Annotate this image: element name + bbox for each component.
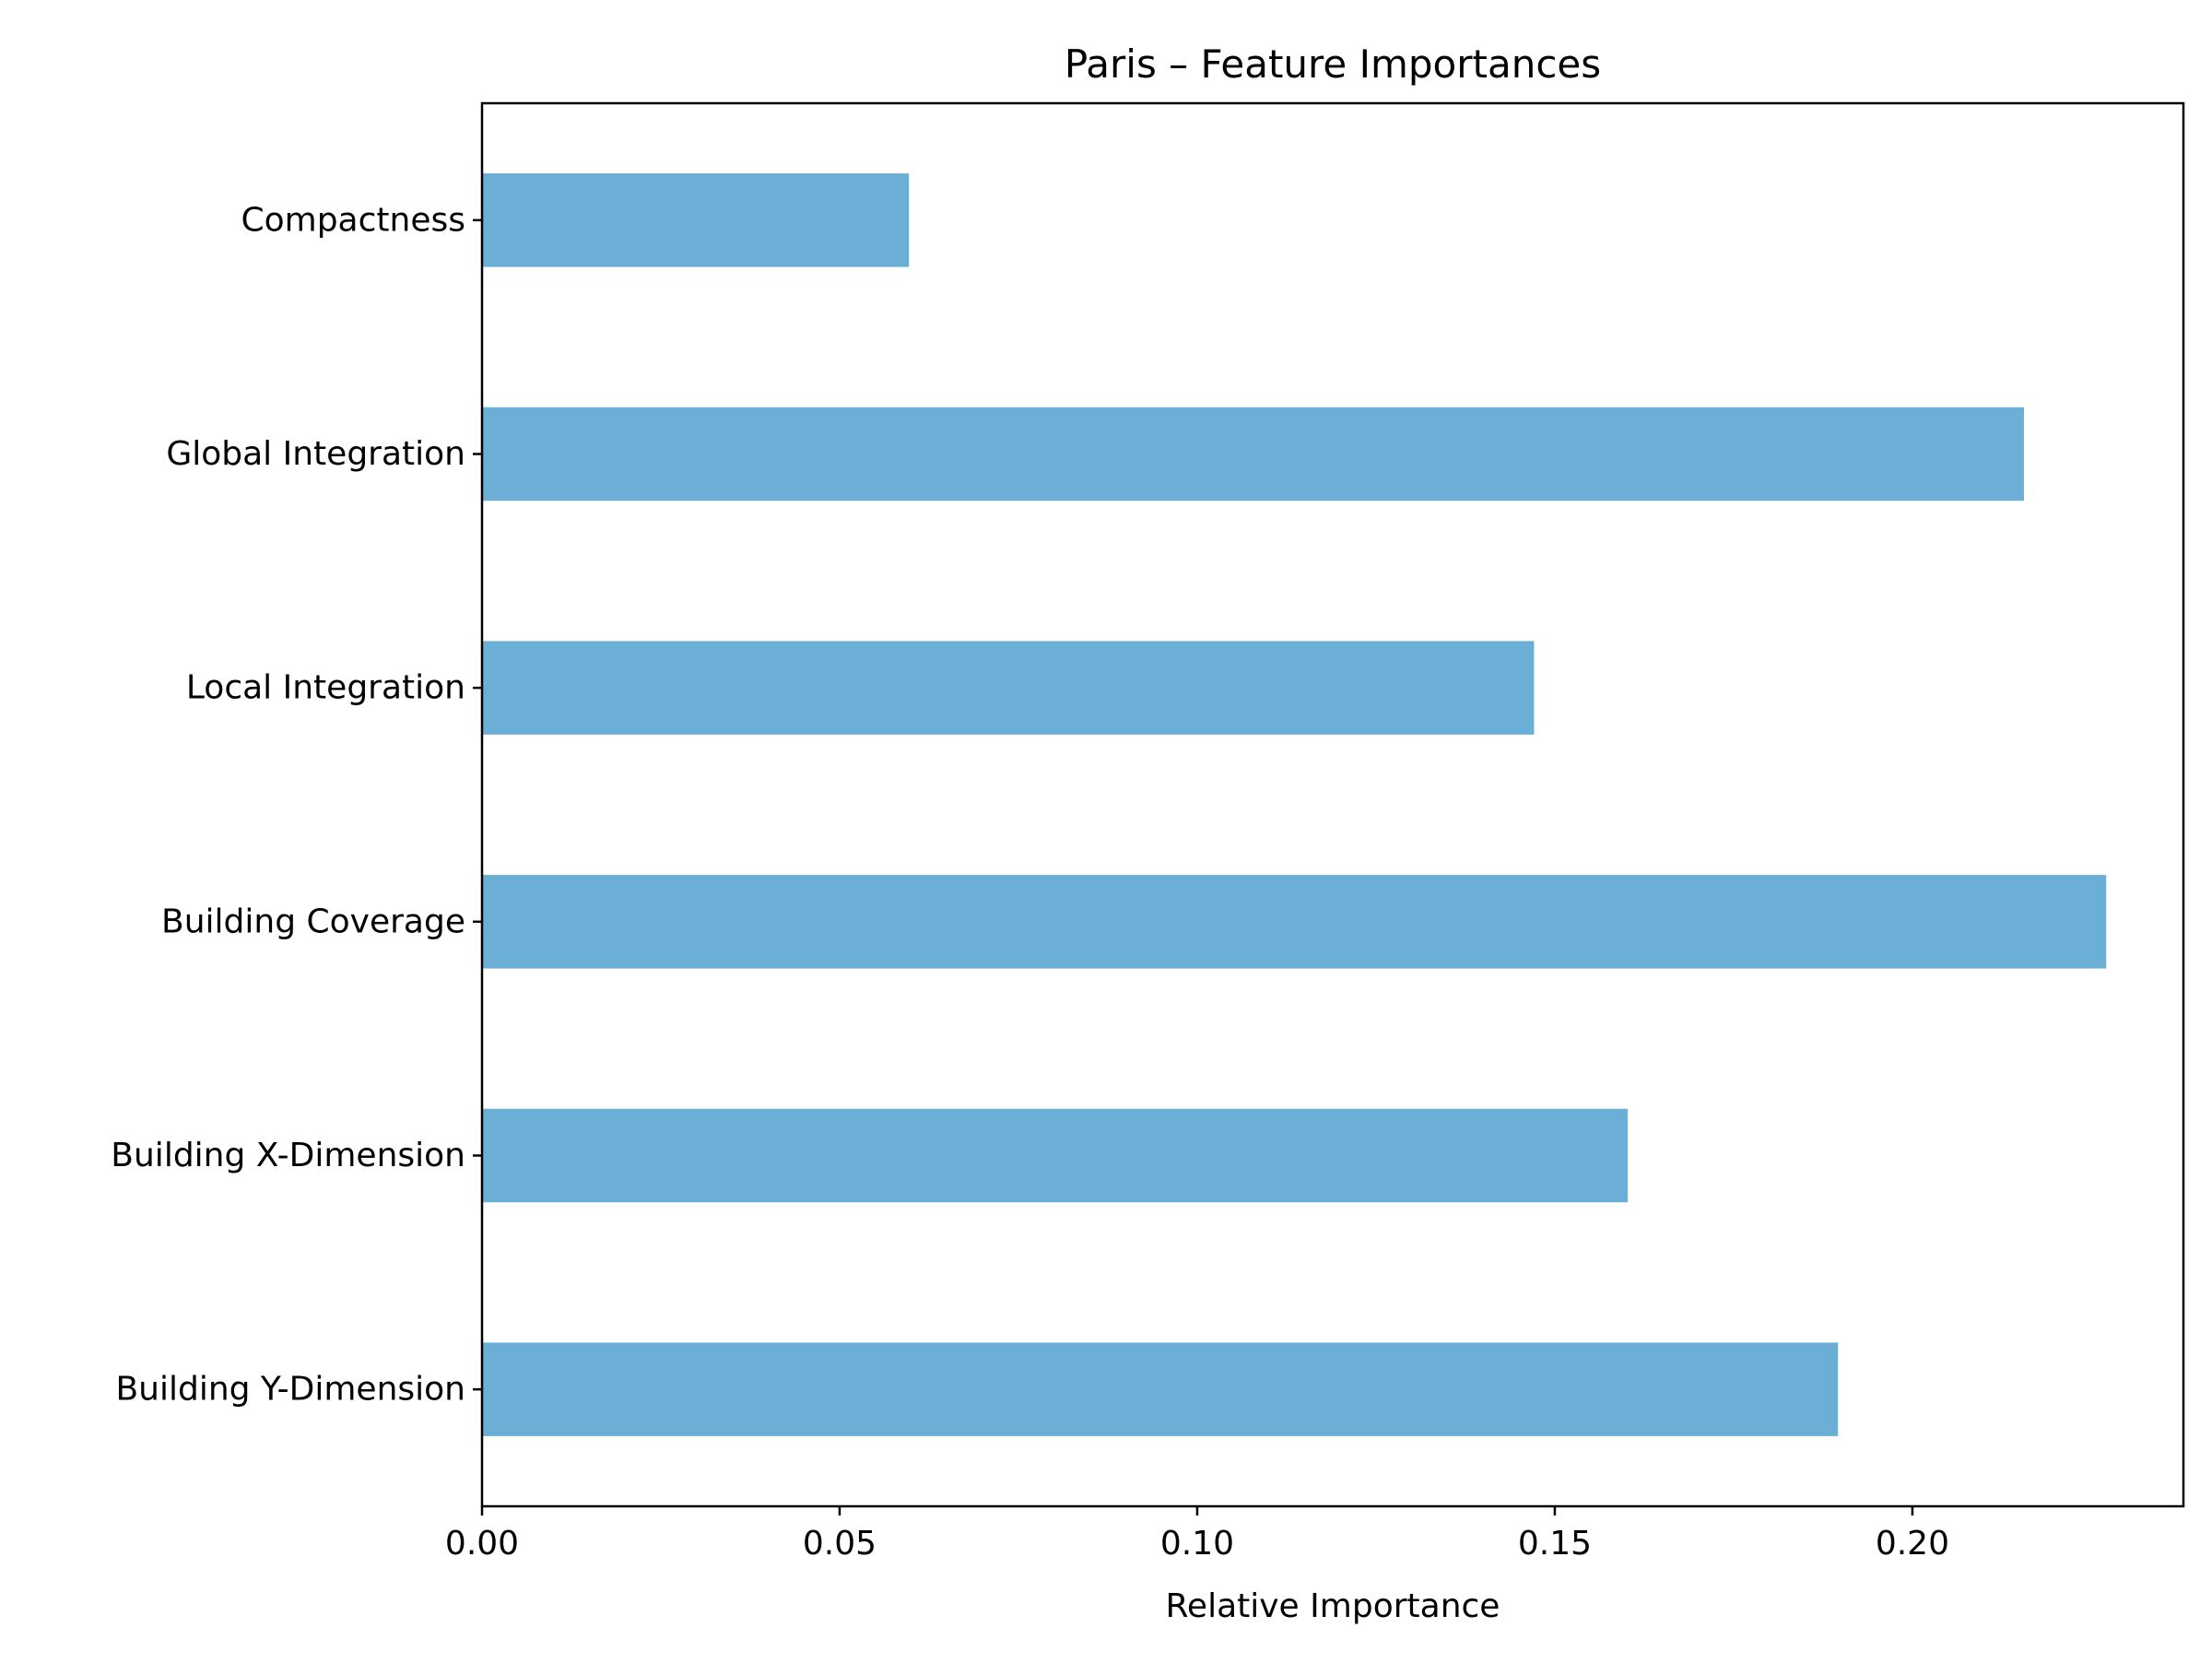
chart-title: Paris – Feature Importances (1065, 41, 1601, 87)
x-tick-label: 0.15 (1518, 1525, 1592, 1563)
bar-compactness (482, 173, 910, 267)
x-axis-label: Relative Importance (1166, 1587, 1500, 1625)
y-axis-ticks: Compactness Global Integration Local Integ… (111, 201, 482, 1409)
y-tick-label: Global Integration (166, 435, 465, 473)
bar-local-integration (482, 641, 1535, 735)
y-tick-label: Building Y-Dimension (115, 1371, 465, 1409)
y-tick-label: Local Integration (186, 669, 465, 707)
bar-building-x-dimension (482, 1108, 1629, 1203)
bar-building-coverage (482, 875, 2107, 969)
y-tick-label: Building X-Dimension (111, 1137, 465, 1174)
x-tick-label: 0.00 (445, 1525, 519, 1563)
bars-layer (482, 173, 2107, 1436)
y-tick-label: Compactness (241, 201, 465, 239)
bar-building-y-dimension (482, 1342, 1839, 1436)
x-tick-label: 0.05 (803, 1525, 877, 1563)
x-tick-label: 0.20 (1876, 1525, 1949, 1563)
plot-frame (480, 101, 2185, 1508)
y-tick-label: Building Coverage (161, 902, 465, 940)
x-tick-label: 0.10 (1160, 1525, 1234, 1563)
x-axis-ticks: 0.00 0.05 0.10 0.15 0.20 (445, 1506, 1949, 1563)
bar-global-integration (482, 407, 2024, 501)
